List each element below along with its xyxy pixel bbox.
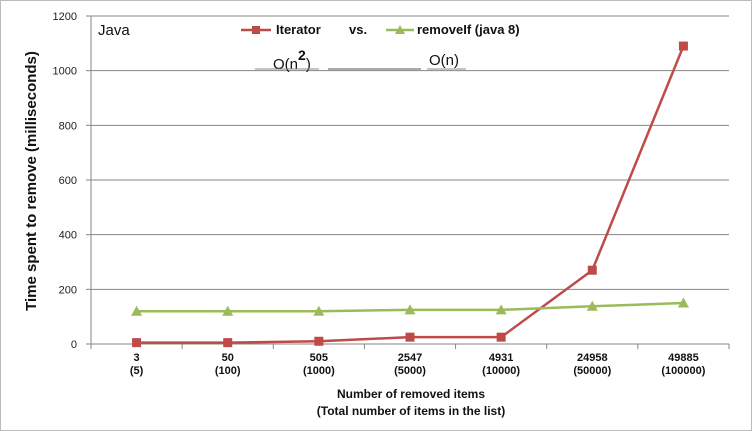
legend-removeif-label: removeIf (java 8) [417, 22, 520, 37]
complexity-annotations: O(n2) O(n) [255, 47, 466, 73]
legend-iterator-label: Iterator [276, 22, 321, 37]
y-tick-label: 400 [59, 230, 77, 242]
x-tick-label-total: (50000) [573, 365, 611, 377]
data-point-removeif [131, 305, 143, 316]
gridlines [86, 15, 730, 349]
data-point-iterator [496, 332, 506, 342]
x-tick-label-total: (1000) [303, 365, 335, 377]
data-point-removeif [313, 305, 325, 316]
x-tick-label-total: (100) [215, 365, 241, 377]
x-tick-label-total: (5) [130, 365, 144, 377]
x-axis-subtitle: (Total number of items in the list) [317, 404, 505, 418]
y-tick-label: 200 [59, 284, 77, 296]
x-tick-label-removed: 505 [310, 352, 328, 364]
x-tick-label-removed: 50 [222, 352, 234, 364]
legend-separator: vs. [349, 22, 367, 37]
data-point-iterator [223, 338, 233, 348]
x-tick-label-total: (10000) [482, 365, 520, 377]
data-point-removeif [404, 304, 416, 315]
axes [90, 16, 729, 345]
x-tick-label-total: (5000) [394, 365, 426, 377]
data-point-iterator [314, 336, 324, 346]
y-tick-label: 1000 [53, 66, 77, 78]
data-point-iterator [405, 332, 415, 342]
data-point-removeif [495, 304, 507, 315]
legend-removeif-marker [395, 25, 405, 34]
data-point-removeif [222, 305, 234, 316]
removeif-complexity-label: O(n) [429, 52, 459, 69]
data-point-removeif [677, 297, 689, 308]
x-tick-label-total: (100000) [661, 365, 705, 377]
y-tick-label: 800 [59, 120, 77, 132]
data-point-iterator [132, 338, 142, 348]
x-tick-label-removed: 2547 [398, 352, 422, 364]
chart-title: Java [98, 22, 130, 39]
legend-iterator-marker [252, 26, 260, 34]
x-tick-label-removed: 24958 [577, 352, 608, 364]
x-axis-title: Number of removed items [337, 387, 485, 401]
x-tick-labels: 3(5)50(100)505(1000)2547(5000)4931(10000… [130, 352, 706, 377]
data-point-removeif [586, 300, 598, 311]
data-point-iterator [587, 265, 597, 275]
series-markers [131, 41, 689, 348]
x-tick-label-removed: 4931 [489, 352, 513, 364]
x-tick-label-removed: 3 [134, 352, 140, 364]
series-lines [136, 45, 685, 344]
series-line-0 [136, 45, 685, 344]
y-tick-label: 1200 [53, 11, 77, 23]
y-tick-label: 600 [59, 175, 77, 187]
data-point-iterator [678, 41, 688, 51]
y-tick-label: 0 [71, 339, 77, 351]
y-tick-labels: 0 200 400 600 800 1000 1200 [53, 11, 77, 351]
legend: Iterator vs. removeIf (java 8) [241, 22, 520, 37]
y-axis-title: Time spent to remove (milliseconds) [23, 51, 40, 311]
x-tick-label-removed: 49885 [668, 352, 699, 364]
